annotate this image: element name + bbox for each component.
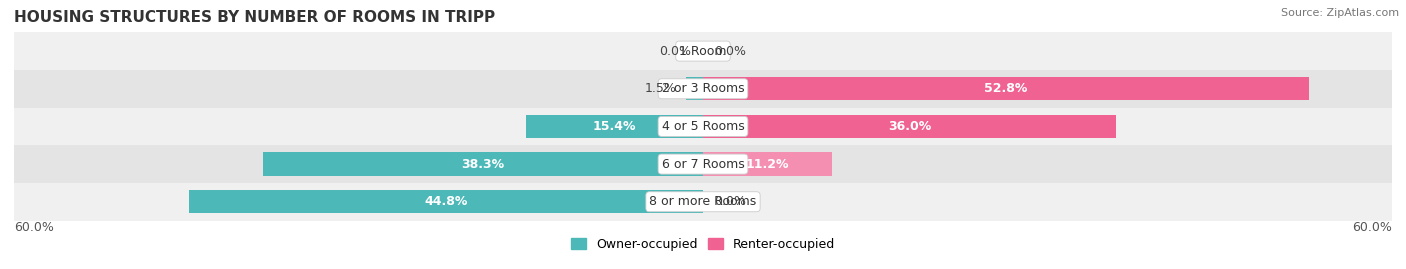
Text: 0.0%: 0.0% xyxy=(659,45,692,58)
Bar xyxy=(14,32,1392,70)
Text: 0.0%: 0.0% xyxy=(714,45,747,58)
Text: 44.8%: 44.8% xyxy=(425,195,467,208)
Text: 60.0%: 60.0% xyxy=(1353,221,1392,233)
Text: 1.5%: 1.5% xyxy=(645,82,676,95)
Text: 8 or more Rooms: 8 or more Rooms xyxy=(650,195,756,208)
Text: 0.0%: 0.0% xyxy=(714,195,747,208)
Bar xyxy=(14,183,1392,221)
Bar xyxy=(703,77,1309,100)
Bar xyxy=(188,190,703,213)
Bar xyxy=(703,115,1116,138)
Text: 15.4%: 15.4% xyxy=(593,120,637,133)
Bar xyxy=(686,77,703,100)
Bar xyxy=(14,70,1392,108)
Text: Source: ZipAtlas.com: Source: ZipAtlas.com xyxy=(1281,8,1399,18)
Text: 1 Room: 1 Room xyxy=(679,45,727,58)
Bar xyxy=(526,115,703,138)
Text: 6 or 7 Rooms: 6 or 7 Rooms xyxy=(662,158,744,171)
Text: 52.8%: 52.8% xyxy=(984,82,1028,95)
Text: 60.0%: 60.0% xyxy=(14,221,53,233)
Text: 2 or 3 Rooms: 2 or 3 Rooms xyxy=(662,82,744,95)
Text: 11.2%: 11.2% xyxy=(745,158,789,171)
Text: 36.0%: 36.0% xyxy=(889,120,931,133)
Text: 38.3%: 38.3% xyxy=(461,158,505,171)
Bar xyxy=(14,108,1392,145)
Text: HOUSING STRUCTURES BY NUMBER OF ROOMS IN TRIPP: HOUSING STRUCTURES BY NUMBER OF ROOMS IN… xyxy=(14,10,495,25)
Text: 4 or 5 Rooms: 4 or 5 Rooms xyxy=(662,120,744,133)
Bar xyxy=(703,153,831,176)
Legend: Owner-occupied, Renter-occupied: Owner-occupied, Renter-occupied xyxy=(567,233,839,256)
Bar xyxy=(263,153,703,176)
Bar xyxy=(14,145,1392,183)
